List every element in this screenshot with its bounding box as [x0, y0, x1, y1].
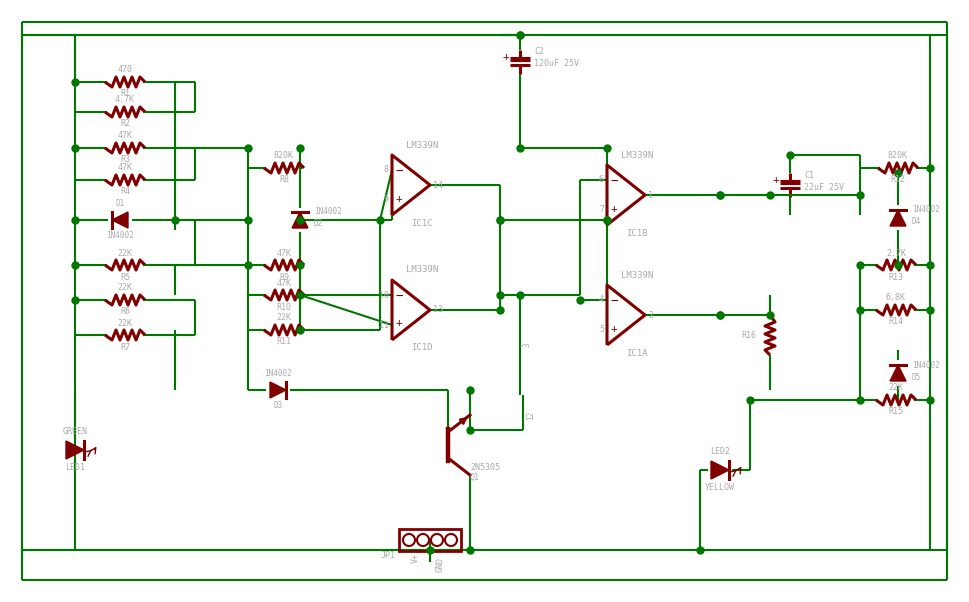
Text: YELLOW: YELLOW: [705, 483, 735, 492]
Text: R1: R1: [120, 90, 130, 99]
Text: 6: 6: [599, 176, 604, 184]
Text: C2: C2: [534, 48, 544, 57]
Text: +: +: [395, 193, 402, 203]
Text: 1N4002: 1N4002: [912, 205, 940, 214]
Text: D4: D4: [912, 217, 922, 226]
Text: R16: R16: [741, 330, 756, 340]
Text: 47K: 47K: [276, 279, 292, 288]
Text: Q1: Q1: [470, 473, 480, 482]
Text: +: +: [610, 203, 617, 214]
Text: 8: 8: [384, 166, 389, 175]
Text: 4: 4: [599, 296, 604, 305]
Text: R8: R8: [279, 176, 289, 184]
Text: IC1C: IC1C: [411, 219, 433, 228]
Text: 7: 7: [599, 205, 604, 214]
Text: 1N4002: 1N4002: [912, 361, 940, 370]
Text: 47K: 47K: [117, 131, 133, 140]
Text: 47K: 47K: [117, 164, 133, 173]
Text: 14: 14: [433, 181, 443, 190]
Text: LM339N: LM339N: [621, 150, 653, 160]
Text: 820K: 820K: [274, 152, 294, 161]
Text: 47K: 47K: [276, 249, 292, 258]
Text: LM339N: LM339N: [406, 140, 438, 149]
Text: 1N4002: 1N4002: [265, 370, 292, 379]
Text: 1N4002: 1N4002: [107, 232, 134, 241]
Text: 1: 1: [648, 190, 653, 199]
Text: 120uF 25V: 120uF 25V: [534, 60, 579, 69]
Text: 22K: 22K: [117, 284, 133, 293]
Text: LED2: LED2: [710, 447, 730, 456]
Text: D3: D3: [273, 402, 283, 411]
Text: R12: R12: [891, 176, 905, 184]
Polygon shape: [890, 210, 906, 226]
Text: 3: 3: [523, 343, 532, 347]
Text: 11: 11: [379, 320, 389, 329]
Polygon shape: [112, 212, 128, 228]
Text: 22K: 22K: [117, 318, 133, 327]
Text: 12: 12: [526, 411, 535, 420]
Text: +: +: [503, 52, 510, 62]
Text: +: +: [772, 175, 779, 185]
Text: R6: R6: [120, 308, 130, 317]
Text: LM339N: LM339N: [406, 265, 438, 275]
Text: LED1: LED1: [65, 464, 85, 473]
Text: R7: R7: [120, 343, 130, 352]
Text: D5: D5: [912, 373, 922, 382]
Text: D2: D2: [314, 220, 324, 229]
Text: LM339N: LM339N: [621, 270, 653, 279]
Text: IC1B: IC1B: [626, 229, 647, 238]
Text: 9: 9: [384, 196, 389, 205]
Text: −: −: [610, 295, 618, 308]
Text: 470: 470: [117, 66, 133, 75]
Text: 2: 2: [648, 311, 653, 320]
Text: −: −: [395, 165, 403, 178]
Text: R14: R14: [889, 317, 903, 326]
Text: 820K: 820K: [888, 152, 908, 161]
Text: +: +: [395, 318, 402, 329]
Text: 2.7K: 2.7K: [886, 249, 906, 258]
Text: +: +: [610, 323, 617, 334]
Text: R10: R10: [276, 302, 292, 311]
Text: IC1A: IC1A: [626, 349, 647, 358]
Text: R5: R5: [120, 273, 130, 282]
Text: R3: R3: [120, 155, 130, 164]
Text: GREEN: GREEN: [62, 427, 87, 436]
Text: 13: 13: [433, 305, 443, 314]
Text: R15: R15: [889, 408, 903, 417]
Text: 22uF 25V: 22uF 25V: [804, 182, 844, 191]
Text: R13: R13: [889, 273, 903, 282]
Text: R9: R9: [279, 273, 289, 282]
Text: 22K: 22K: [889, 383, 903, 393]
Text: R11: R11: [276, 338, 292, 347]
Polygon shape: [711, 461, 729, 479]
Text: C1: C1: [804, 170, 814, 179]
Text: −: −: [610, 175, 618, 188]
Text: 1N4002: 1N4002: [314, 208, 342, 217]
Polygon shape: [292, 212, 308, 228]
Text: 2N5305: 2N5305: [470, 462, 500, 471]
Text: IC1D: IC1D: [411, 344, 433, 353]
Text: V+: V+: [411, 553, 420, 563]
Text: −: −: [395, 290, 403, 303]
Text: 5: 5: [599, 326, 604, 335]
Text: 22K: 22K: [276, 314, 292, 323]
Text: D1: D1: [115, 199, 125, 208]
Polygon shape: [270, 382, 286, 398]
Text: R2: R2: [120, 120, 130, 128]
Bar: [399, 529, 461, 551]
Text: 6.8K: 6.8K: [886, 294, 906, 302]
Text: 22K: 22K: [117, 249, 133, 258]
Polygon shape: [890, 365, 906, 381]
Text: 10: 10: [379, 291, 389, 300]
Text: R4: R4: [120, 187, 130, 196]
Text: GND: GND: [435, 557, 445, 573]
Text: JP1: JP1: [381, 551, 396, 560]
Polygon shape: [66, 441, 84, 459]
Text: 4.7K: 4.7K: [115, 96, 135, 105]
